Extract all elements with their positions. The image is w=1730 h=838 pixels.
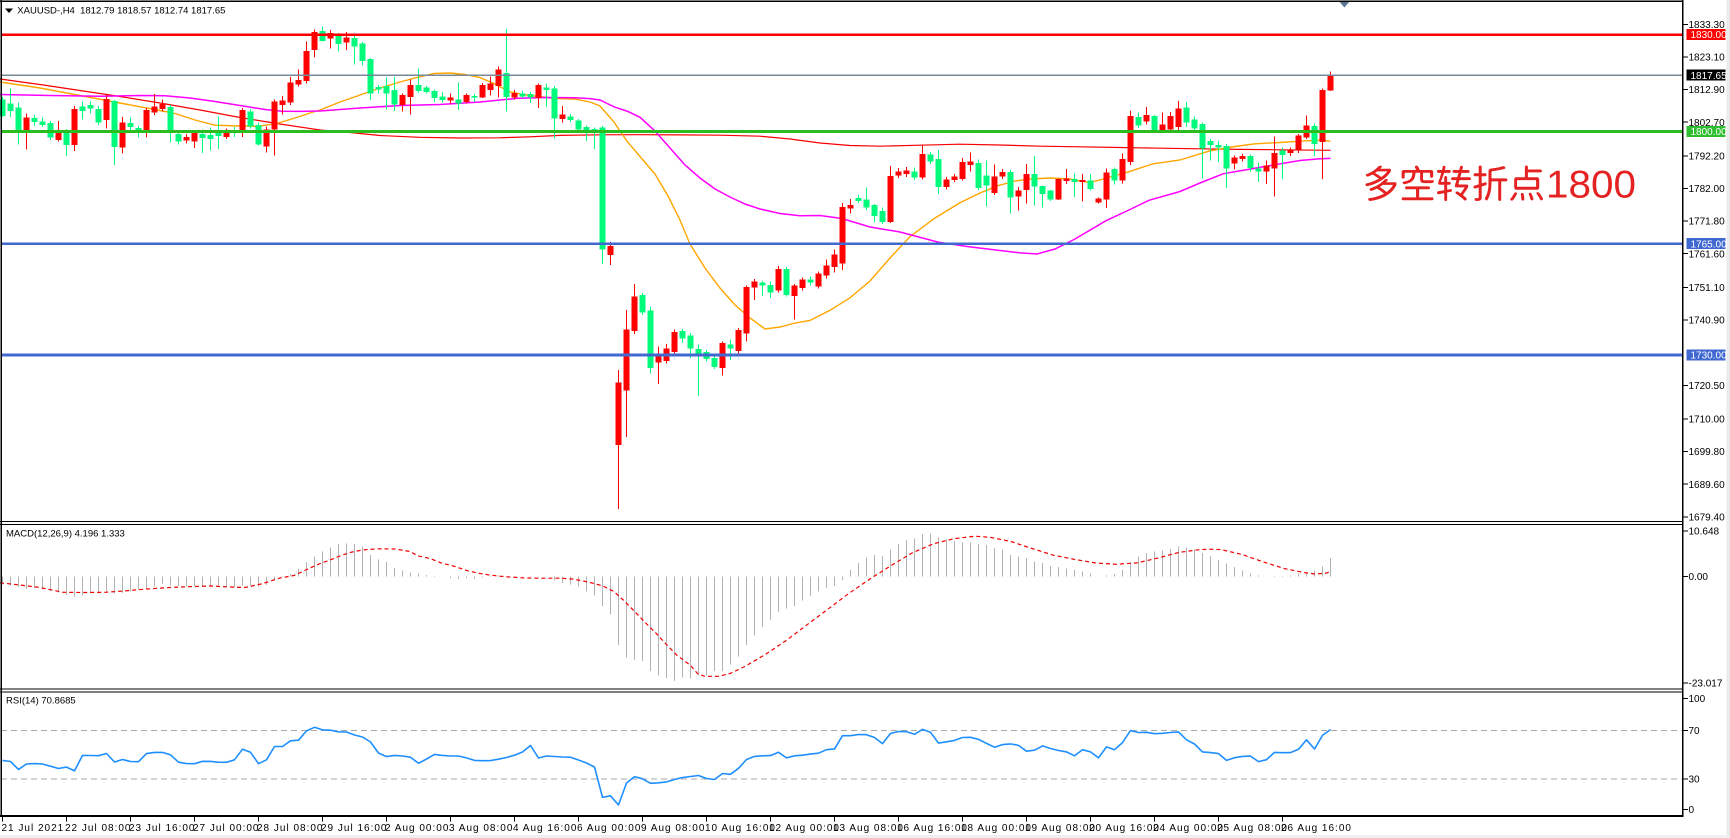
svg-text:10 Aug 16:00: 10 Aug 16:00 (705, 823, 776, 834)
svg-text:23 Jul 16:00: 23 Jul 16:00 (129, 823, 196, 834)
svg-text:-23.017: -23.017 (1689, 679, 1723, 690)
svg-text:MACD(12,26,9) 4.196 1.333: MACD(12,26,9) 4.196 1.333 (6, 529, 125, 540)
svg-text:1830.00: 1830.00 (1691, 30, 1728, 41)
svg-text:29 Jul 16:00: 29 Jul 16:00 (321, 823, 388, 834)
svg-text:25 Aug 08:00: 25 Aug 08:00 (1217, 823, 1288, 834)
svg-text:6 Aug 00:00: 6 Aug 00:00 (577, 823, 641, 834)
svg-text:20 Aug 16:00: 20 Aug 16:00 (1089, 823, 1160, 834)
svg-text:1740.90: 1740.90 (1689, 316, 1726, 327)
svg-text:12 Aug 00:00: 12 Aug 00:00 (769, 823, 840, 834)
svg-text:1720.50: 1720.50 (1689, 381, 1726, 392)
svg-text:18 Aug 00:00: 18 Aug 00:00 (961, 823, 1032, 834)
svg-text:1833.30: 1833.30 (1689, 20, 1726, 31)
svg-text:70: 70 (1689, 726, 1701, 737)
svg-text:24 Aug 00:00: 24 Aug 00:00 (1153, 823, 1224, 834)
svg-text:1812.90: 1812.90 (1689, 85, 1726, 96)
svg-text:16 Aug 16:00: 16 Aug 16:00 (897, 823, 968, 834)
svg-text:1765.00: 1765.00 (1691, 239, 1728, 250)
svg-text:13 Aug 08:00: 13 Aug 08:00 (833, 823, 904, 834)
svg-text:26 Aug 16:00: 26 Aug 16:00 (1281, 823, 1352, 834)
svg-text:RSI(14) 70.8685: RSI(14) 70.8685 (6, 696, 76, 707)
svg-text:100: 100 (1689, 694, 1706, 705)
svg-text:30: 30 (1689, 775, 1701, 786)
svg-text:1823.10: 1823.10 (1689, 53, 1726, 64)
svg-text:27 Jul 00:00: 27 Jul 00:00 (193, 823, 260, 834)
svg-text:1689.60: 1689.60 (1689, 480, 1726, 491)
svg-text:10.648: 10.648 (1689, 527, 1720, 538)
svg-text:1792.20: 1792.20 (1689, 151, 1726, 162)
svg-text:22 Jul 08:00: 22 Jul 08:00 (65, 823, 132, 834)
svg-text:21 Jul 2021: 21 Jul 2021 (2, 823, 65, 834)
svg-text:28 Jul 08:00: 28 Jul 08:00 (257, 823, 324, 834)
svg-text:1710.00: 1710.00 (1689, 415, 1726, 426)
svg-text:1679.40: 1679.40 (1689, 512, 1726, 523)
svg-text:1761.60: 1761.60 (1689, 249, 1726, 260)
svg-text:1817.65: 1817.65 (1691, 71, 1728, 82)
svg-text:1699.80: 1699.80 (1689, 447, 1726, 458)
svg-text:4 Aug 16:00: 4 Aug 16:00 (513, 823, 577, 834)
svg-text:1771.80: 1771.80 (1689, 217, 1726, 228)
svg-text:XAUUSD-,H4 1812.79 1818.57 18: XAUUSD-,H4 1812.79 1818.57 1812.74 1817.… (17, 5, 225, 16)
svg-text:2 Aug 00:00: 2 Aug 00:00 (385, 823, 449, 834)
svg-text:1800: 1800 (1546, 164, 1636, 207)
svg-text:1802.70: 1802.70 (1689, 118, 1726, 129)
svg-text:9 Aug 08:00: 9 Aug 08:00 (641, 823, 705, 834)
svg-text:3 Aug 08:00: 3 Aug 08:00 (449, 823, 513, 834)
svg-text:0.00: 0.00 (1689, 572, 1709, 583)
svg-text:1800.00: 1800.00 (1691, 127, 1728, 138)
svg-text:1751.10: 1751.10 (1689, 283, 1726, 294)
svg-text:19 Aug 08:00: 19 Aug 08:00 (1025, 823, 1096, 834)
svg-text:0: 0 (1689, 805, 1695, 816)
svg-text:1730.00: 1730.00 (1691, 350, 1728, 361)
svg-text:1782.00: 1782.00 (1689, 184, 1726, 195)
